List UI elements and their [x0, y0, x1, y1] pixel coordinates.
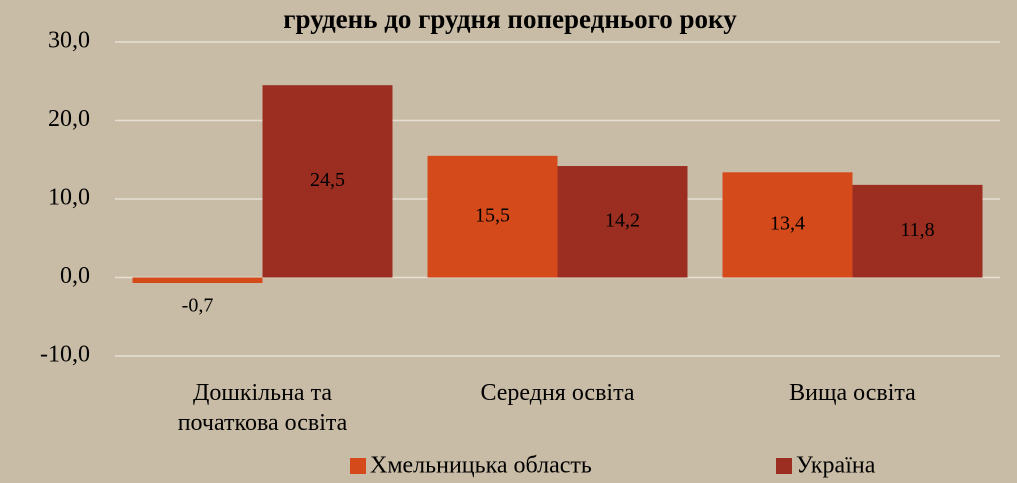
bar: [262, 85, 393, 278]
x-tick-label: Дошкільна та початкова освіта: [177, 380, 348, 436]
y-tick-label: 30,0: [48, 28, 90, 54]
legend-label: Хмельницька область: [370, 453, 592, 479]
y-tick-label: -10,0: [40, 342, 90, 368]
legend-swatch: [350, 458, 366, 474]
data-label: 24,5: [310, 169, 345, 191]
bar: [852, 184, 983, 278]
data-label: -0,7: [182, 295, 214, 317]
data-label: 14,2: [605, 209, 640, 231]
bar: [132, 277, 263, 283]
data-label: 13,4: [770, 212, 805, 234]
y-tick-label: 10,0: [48, 185, 90, 211]
data-label: 11,8: [900, 219, 934, 241]
x-tick-label: Середня освіта: [480, 380, 635, 406]
bar: [722, 172, 853, 278]
y-tick-label: 20,0: [48, 106, 90, 132]
legend-label: Україна: [796, 453, 876, 479]
data-label: 15,5: [475, 204, 510, 226]
legend-swatch: [776, 458, 792, 474]
bar: [557, 166, 688, 278]
x-tick-label: Вища освіта: [789, 380, 916, 406]
y-tick-label: 0,0: [60, 263, 90, 289]
chart-title: грудень до грудня попереднього року: [283, 4, 737, 34]
bar: [427, 155, 558, 278]
